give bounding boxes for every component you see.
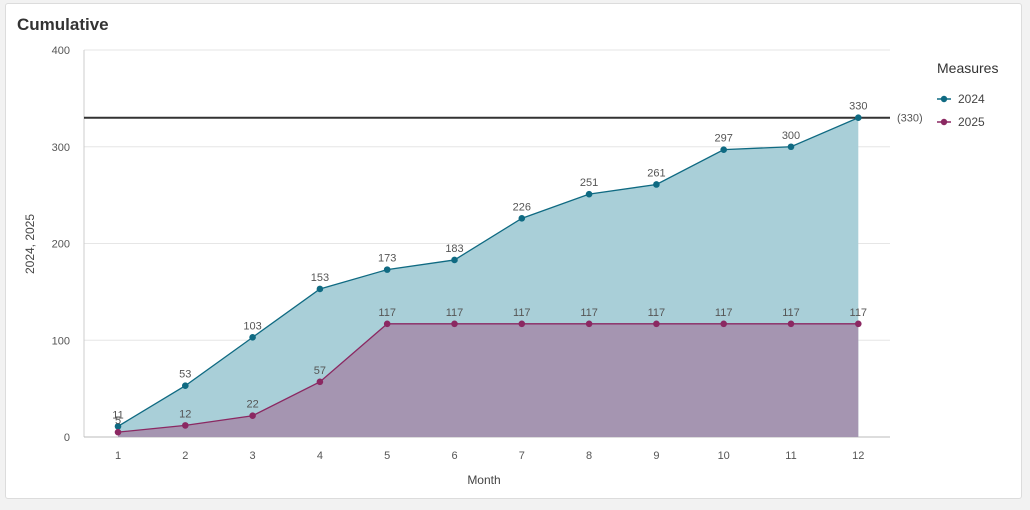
data-label-2024: 173 [378, 253, 396, 265]
legend-item-2025: 2025 [958, 115, 985, 129]
data-label-2024: 251 [580, 177, 598, 189]
x-tick-label: 8 [586, 450, 592, 462]
data-point-2025 [720, 320, 727, 328]
data-point-2025 [316, 378, 324, 386]
data-label-2025: 12 [179, 408, 191, 420]
data-label-2024: 11 [112, 409, 123, 421]
x-tick-label: 3 [250, 450, 256, 462]
y-tick-label: 0 [64, 432, 70, 444]
data-label-2025: 117 [648, 307, 666, 319]
data-point-2025 [855, 320, 862, 328]
data-label-2025: 117 [850, 307, 868, 319]
data-label-2024: 300 [782, 130, 800, 142]
data-point-2024 [720, 146, 727, 153]
data-point-2025 [653, 320, 660, 328]
data-label-2024: 297 [715, 133, 733, 145]
data-point-2024 [518, 215, 526, 222]
data-label-2024: 226 [513, 201, 531, 213]
legend-swatch-dot [940, 118, 948, 126]
data-point-2024 [451, 256, 458, 264]
y-tick-label: 300 [52, 142, 70, 154]
x-axis-title: Month [467, 473, 500, 487]
data-label-2025: 22 [246, 399, 258, 411]
data-point-2025 [451, 320, 458, 328]
data-point-2025 [182, 422, 189, 429]
data-label-2025: 117 [715, 307, 733, 319]
x-tick-label: 4 [317, 450, 323, 462]
chart-title: Cumulative [17, 15, 109, 34]
data-point-2025 [114, 428, 122, 436]
data-point-2024 [787, 143, 795, 151]
data-point-2024 [316, 285, 324, 293]
data-label-2025: 117 [378, 307, 396, 319]
line-series-2024 [117, 117, 859, 427]
data-point-2025 [518, 320, 526, 328]
y-tick-label: 400 [52, 45, 70, 57]
data-point-2024 [182, 382, 189, 390]
data-point-2025 [787, 320, 795, 328]
y-tick-label: 200 [52, 239, 70, 251]
x-tick-label: 1 [115, 450, 121, 462]
data-label-2025: 5 [115, 415, 121, 427]
x-tick-label: 11 [785, 450, 796, 462]
legend-title: Measures [937, 60, 998, 76]
data-label-2025: 117 [513, 307, 531, 319]
data-label-2024: 153 [311, 272, 329, 284]
x-tick-label: 9 [653, 450, 659, 462]
area-series-2025 [118, 323, 859, 437]
data-point-2025 [383, 320, 391, 328]
x-tick-label: 10 [718, 450, 730, 462]
x-tick-label: 7 [519, 450, 525, 462]
data-point-2025 [249, 412, 256, 420]
legend-item-2024: 2024 [958, 92, 985, 106]
y-axis-title: 2024, 2025 [23, 214, 37, 274]
data-point-2024 [114, 423, 122, 430]
x-tick-label: 6 [451, 450, 457, 462]
reference-line-label: (330) [897, 113, 923, 125]
data-label-2025: 117 [446, 307, 464, 319]
data-point-2024 [653, 181, 660, 188]
data-point-2025 [585, 320, 593, 328]
data-label-2024: 261 [647, 167, 665, 179]
x-tick-label: 12 [852, 450, 864, 462]
x-tick-label: 2 [182, 450, 188, 462]
y-tick-label: 100 [52, 335, 70, 347]
data-label-2025: 117 [580, 307, 598, 319]
data-label-2024: 183 [445, 243, 463, 255]
data-label-2025: 57 [314, 365, 326, 377]
data-label-2024: 103 [243, 320, 261, 332]
legend-swatch-dot [940, 95, 948, 103]
x-tick-label: 5 [384, 450, 390, 462]
line-series-2025 [117, 323, 859, 433]
data-point-2024 [855, 114, 862, 122]
data-point-2024 [383, 266, 391, 273]
data-label-2024: 330 [849, 101, 867, 113]
data-point-2024 [585, 190, 593, 198]
data-label-2024: 53 [179, 369, 191, 381]
data-label-2025: 117 [782, 307, 800, 319]
data-point-2024 [249, 334, 256, 341]
